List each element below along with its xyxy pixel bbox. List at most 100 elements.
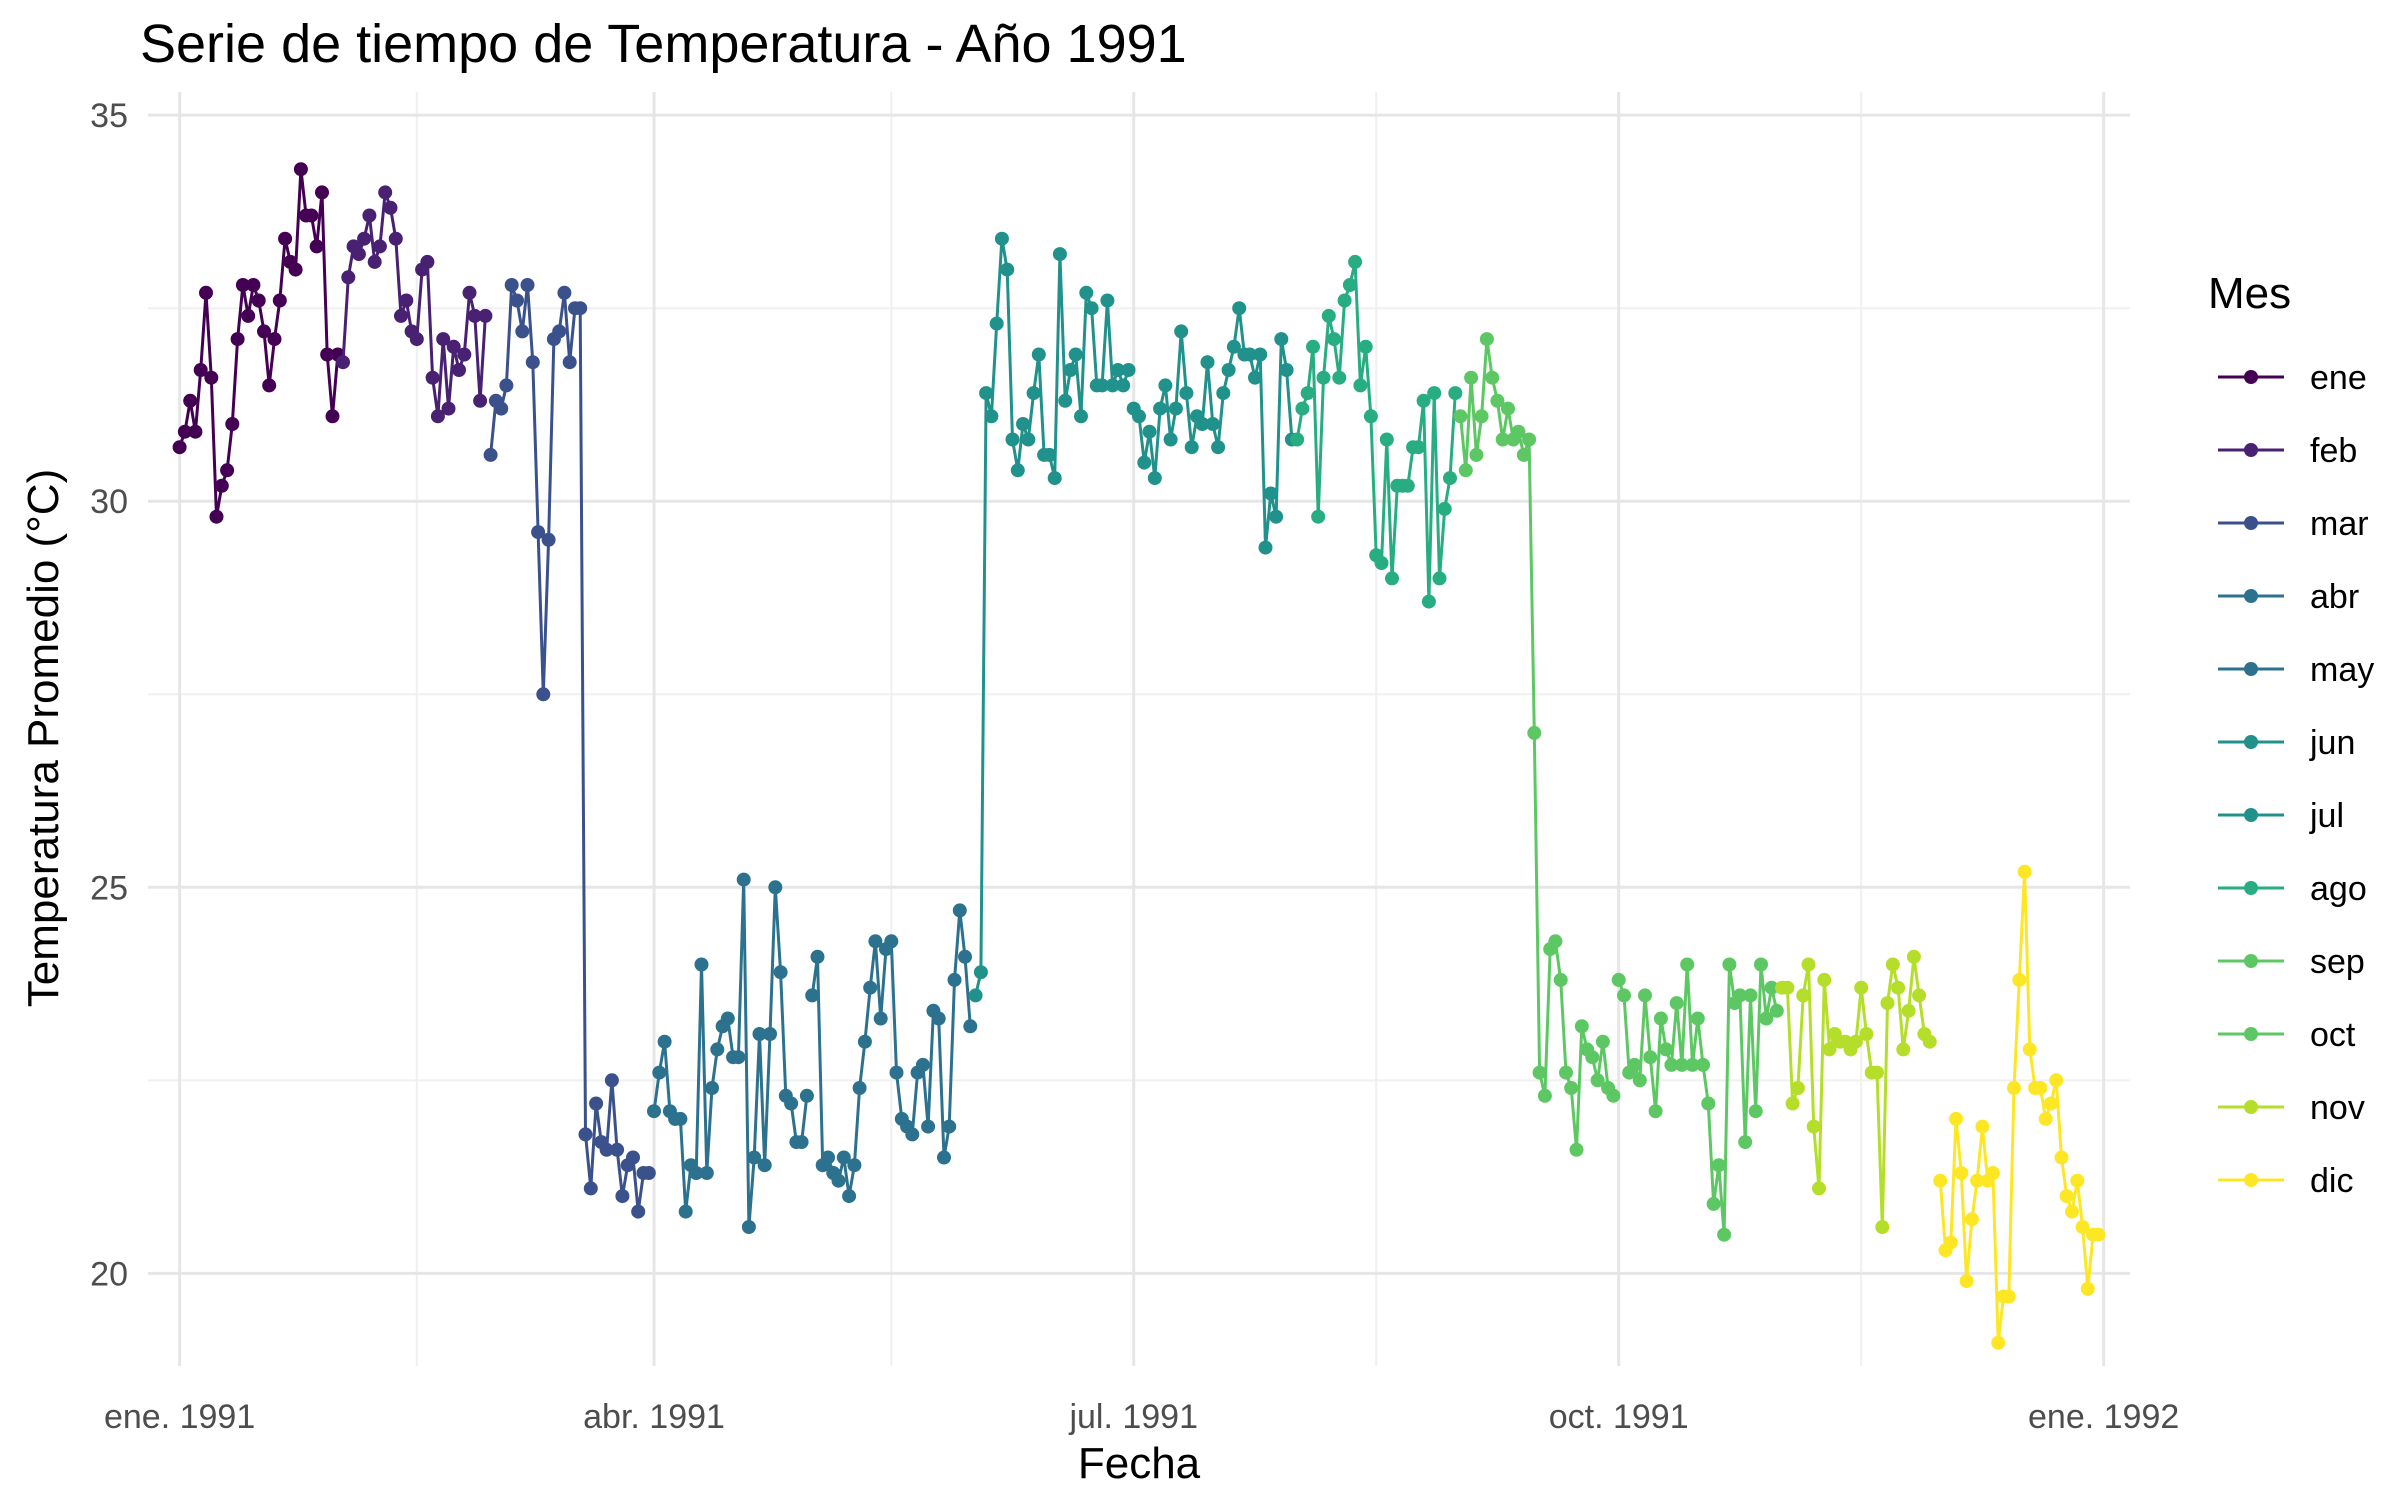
data-point <box>1316 370 1331 385</box>
data-point <box>1132 409 1146 424</box>
data-point <box>1026 386 1041 401</box>
data-point <box>2007 1081 2021 1095</box>
data-point <box>552 324 567 339</box>
data-point <box>2022 1042 2037 1057</box>
data-point <box>1564 1081 1579 1095</box>
data-point <box>1300 386 1315 401</box>
data-point <box>1664 1057 1679 1072</box>
data-point <box>1696 1057 1710 1072</box>
data-point <box>251 293 266 308</box>
data-point <box>1411 440 1426 455</box>
series-dic <box>1933 864 2106 1350</box>
data-point <box>1137 455 1152 470</box>
data-point <box>225 417 240 431</box>
data-point <box>1812 1181 1826 1196</box>
data-point <box>388 231 403 246</box>
data-point <box>409 332 424 347</box>
data-point <box>799 1088 814 1103</box>
data-point <box>863 980 878 995</box>
data-point <box>1501 401 1515 416</box>
series-abr <box>647 872 814 1234</box>
data-point <box>430 409 445 424</box>
data-point <box>1400 478 1415 493</box>
data-point <box>1221 363 1236 377</box>
series-sep <box>1453 332 1621 1157</box>
legend-key-point <box>2244 662 2258 676</box>
data-point <box>304 208 319 223</box>
chart-title: Serie de tiempo de Temperatura - Año 199… <box>140 14 1187 74</box>
data-point <box>1163 432 1178 447</box>
legend-key-point <box>2244 1027 2258 1041</box>
data-point <box>1964 1212 1979 1227</box>
data-point <box>1574 1019 1589 1034</box>
legend-title: Mes <box>2208 269 2291 318</box>
data-point <box>958 949 972 964</box>
data-point <box>1617 988 1631 1003</box>
data-point <box>610 1142 625 1157</box>
data-point <box>2080 1281 2095 1296</box>
data-point <box>647 1104 661 1119</box>
x-tick-label: ene. 1992 <box>2028 1398 2179 1436</box>
data-point <box>1527 725 1542 740</box>
series-line <box>341 190 487 418</box>
data-point <box>1458 463 1473 478</box>
data-point <box>510 293 524 308</box>
data-point <box>1179 386 1194 401</box>
data-point <box>1732 988 1747 1003</box>
data-point <box>267 332 282 347</box>
data-point <box>1342 278 1357 292</box>
data-point <box>857 1034 872 1049</box>
data-point <box>942 1119 957 1134</box>
data-point <box>1822 1042 1837 1057</box>
y-tick-label: 30 <box>90 483 128 521</box>
data-point <box>1042 447 1057 462</box>
data-point <box>499 378 514 393</box>
data-point <box>1242 347 1257 362</box>
x-axis: ene. 1991 abr. 1991 jul. 1991 oct. 1991 ene.… <box>104 1398 2179 1436</box>
data-point <box>1922 1034 1937 1049</box>
data-point <box>1205 417 1220 431</box>
data-point <box>293 162 308 177</box>
legend-item-sep: sep <box>2218 943 2365 981</box>
legend-item-jun: jun <box>2218 724 2355 762</box>
data-point <box>272 293 287 308</box>
legend-item-ene: ene <box>2218 359 2367 397</box>
data-point <box>768 880 783 895</box>
data-point <box>1211 440 1226 455</box>
data-point <box>1005 432 1020 447</box>
data-point <box>1110 363 1125 377</box>
data-point <box>315 185 329 200</box>
data-point <box>805 988 820 1003</box>
data-point <box>241 308 256 323</box>
data-point <box>1495 432 1510 447</box>
data-point <box>220 463 235 478</box>
data-point <box>1585 1050 1600 1065</box>
data-point <box>1279 363 1294 377</box>
data-point <box>1464 370 1479 385</box>
data-point <box>1374 556 1389 570</box>
data-point <box>2049 1073 2064 1088</box>
data-point <box>583 1181 598 1196</box>
data-point <box>1016 417 1030 431</box>
data-point <box>2070 1173 2085 1188</box>
data-point <box>984 409 999 424</box>
data-point <box>1479 332 1494 347</box>
data-point <box>214 478 229 493</box>
data-point <box>309 239 324 254</box>
data-point <box>1537 1088 1552 1103</box>
data-point <box>1058 393 1073 408</box>
legend-key-point <box>2244 881 2258 895</box>
data-point <box>1627 1057 1642 1072</box>
data-point <box>1611 972 1626 987</box>
data-point <box>1590 1073 1605 1088</box>
data-point <box>604 1073 619 1088</box>
data-point <box>399 293 414 308</box>
data-point <box>599 1142 614 1157</box>
data-point <box>1891 980 1906 995</box>
data-point <box>2091 1227 2106 1242</box>
data-point <box>889 1065 904 1080</box>
data-point <box>1769 1003 1784 1018</box>
data-point <box>1738 1135 1753 1150</box>
data-point <box>1121 363 1136 377</box>
data-point <box>367 254 382 269</box>
